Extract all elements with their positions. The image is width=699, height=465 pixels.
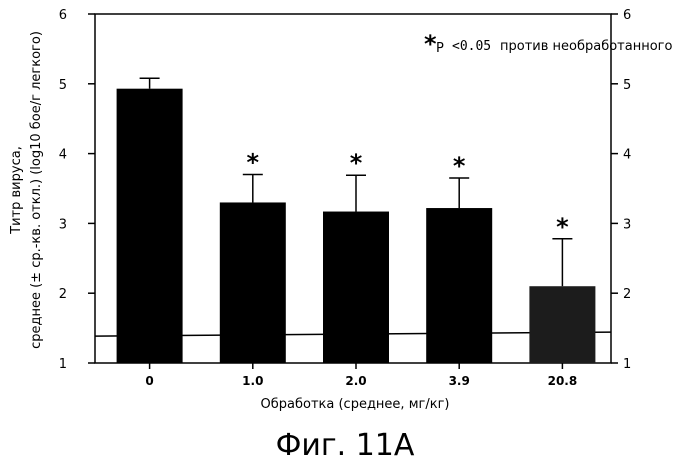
y-tick-label-left: 6: [59, 8, 67, 23]
y-tick-label-left: 3: [59, 217, 67, 232]
x-tick-label: 1.0: [242, 374, 263, 388]
y-axis-title-line2: среднее (± ср.-кв. откл.) (log10 бое/г л…: [29, 31, 44, 349]
y-tick-label-right: 2: [623, 287, 631, 302]
y-tick-label-right: 3: [623, 217, 631, 232]
y-tick-label-left: 5: [59, 78, 67, 93]
significance-star: *: [247, 149, 260, 177]
y-tick-label-right: 1: [623, 357, 631, 372]
bar: [529, 286, 595, 363]
x-tick-label: 3.9: [449, 374, 470, 388]
significance-star: *: [453, 152, 466, 180]
legend-p: P: [436, 41, 444, 56]
bar: [220, 202, 286, 363]
y-tick-label-left: 4: [59, 148, 67, 163]
figure-caption: Фиг. 11А: [276, 428, 415, 463]
chart: 1 1 2 2 3 3 4 4 5 5 6 6 0 * 1.0 * 2.0 * 3.9 * 20.8 Титр виру…: [0, 0, 699, 465]
significance-star: *: [556, 213, 569, 241]
bars-layer: [117, 78, 596, 363]
legend-text: против необработанного: [500, 39, 672, 54]
y-tick-label-right: 4: [623, 148, 631, 163]
bar: [426, 208, 492, 363]
y-tick-label-right: 6: [623, 8, 631, 23]
significance-star: *: [350, 149, 363, 177]
legend-threshold: <0.05: [452, 39, 491, 54]
x-tick-label: 0: [145, 374, 153, 388]
x-axis-title: Обработка (среднее, мг/кг): [261, 397, 450, 412]
x-tick-label: 2.0: [345, 374, 366, 388]
bar: [323, 212, 389, 363]
bar: [117, 89, 183, 363]
y-tick-label-right: 5: [623, 78, 631, 93]
y-tick-label-left: 2: [59, 287, 67, 302]
y-axis-title-line1: Титр вируса,: [9, 146, 24, 235]
y-tick-label-left: 1: [59, 357, 67, 372]
x-tick-label: 20.8: [548, 374, 578, 388]
